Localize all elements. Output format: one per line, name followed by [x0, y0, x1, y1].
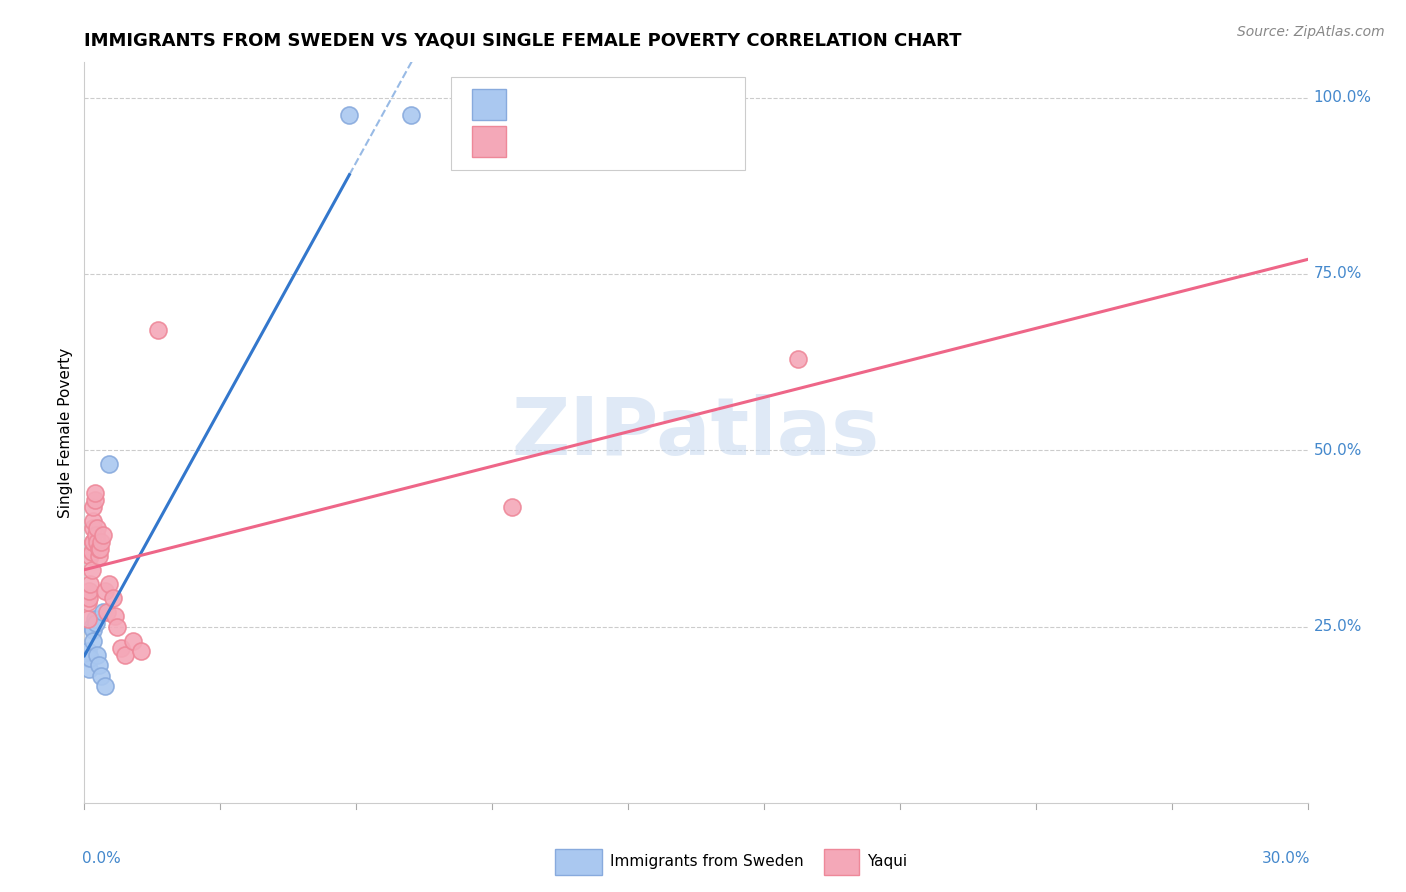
Point	[82, 623, 104, 637]
Point	[79, 651, 101, 665]
Point	[77, 584, 100, 599]
Point	[86, 521, 108, 535]
Point	[105, 619, 128, 633]
Point	[82, 633, 104, 648]
FancyBboxPatch shape	[824, 848, 859, 875]
Point	[787, 351, 810, 366]
Point	[122, 633, 145, 648]
Point	[80, 563, 103, 577]
Point	[91, 606, 114, 620]
Point	[114, 648, 136, 662]
FancyBboxPatch shape	[472, 126, 506, 157]
Point	[77, 644, 100, 658]
Point	[104, 609, 127, 624]
FancyBboxPatch shape	[472, 89, 506, 120]
Point	[79, 577, 101, 591]
Point	[77, 662, 100, 676]
Point	[77, 612, 100, 626]
Point	[97, 458, 120, 472]
Point	[96, 606, 118, 620]
Point	[82, 535, 104, 549]
Point	[399, 108, 422, 122]
Point	[76, 651, 98, 665]
Point	[82, 514, 104, 528]
Text: 50.0%: 50.0%	[1313, 442, 1362, 458]
Point	[84, 528, 107, 542]
Point	[82, 500, 104, 514]
FancyBboxPatch shape	[555, 848, 602, 875]
Point	[82, 535, 104, 549]
Point	[79, 549, 101, 563]
Point	[131, 644, 153, 658]
Text: 30.0%: 30.0%	[1261, 851, 1310, 866]
Point	[80, 619, 103, 633]
Point	[77, 595, 100, 609]
Text: Immigrants from Sweden: Immigrants from Sweden	[610, 854, 804, 869]
Point	[83, 485, 105, 500]
Point	[502, 500, 524, 514]
Point	[87, 541, 110, 556]
Point	[80, 545, 103, 559]
Point	[91, 528, 114, 542]
Point	[87, 549, 110, 563]
Point	[110, 640, 132, 655]
Point	[89, 541, 111, 556]
Point	[101, 591, 124, 606]
Text: R = 0.442   N = 36: R = 0.442 N = 36	[516, 133, 686, 151]
Point	[86, 535, 108, 549]
Point	[93, 680, 115, 694]
Point	[82, 521, 104, 535]
Text: Yaqui: Yaqui	[868, 854, 907, 869]
Point	[146, 323, 169, 337]
Text: R = 0.784   N = 17: R = 0.784 N = 17	[516, 95, 686, 113]
Point	[77, 591, 100, 606]
Text: 25.0%: 25.0%	[1313, 619, 1362, 634]
Text: ZIPatlas: ZIPatlas	[512, 393, 880, 472]
Text: 0.0%: 0.0%	[82, 851, 121, 866]
Point	[90, 535, 112, 549]
Text: 75.0%: 75.0%	[1313, 267, 1362, 282]
Point	[97, 577, 120, 591]
Y-axis label: Single Female Poverty: Single Female Poverty	[58, 348, 73, 517]
Text: IMMIGRANTS FROM SWEDEN VS YAQUI SINGLE FEMALE POVERTY CORRELATION CHART: IMMIGRANTS FROM SWEDEN VS YAQUI SINGLE F…	[84, 32, 962, 50]
Point	[87, 658, 110, 673]
Point	[339, 108, 361, 122]
Point	[84, 615, 107, 630]
FancyBboxPatch shape	[451, 78, 745, 169]
Text: 100.0%: 100.0%	[1313, 90, 1372, 105]
Point	[90, 669, 112, 683]
Text: Source: ZipAtlas.com: Source: ZipAtlas.com	[1237, 25, 1385, 39]
Point	[83, 492, 105, 507]
Point	[93, 584, 115, 599]
Point	[83, 612, 105, 626]
Point	[86, 648, 108, 662]
